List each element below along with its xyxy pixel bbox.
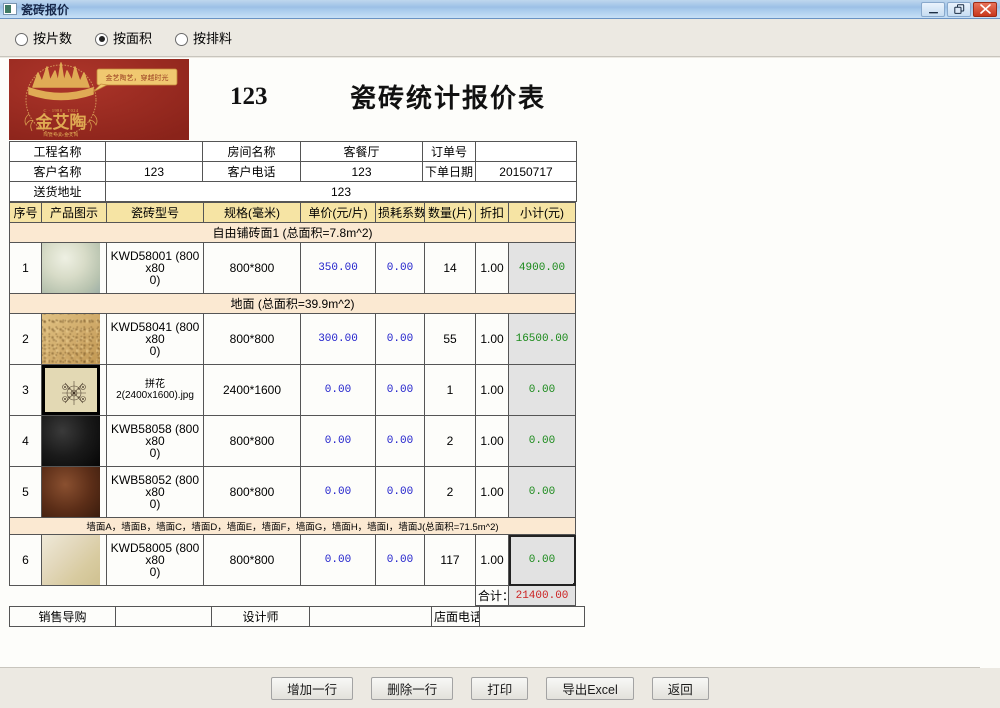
svg-text:金艾陶: 金艾陶 (35, 112, 87, 132)
svg-text:金艺陶艺，穿越时光: 金艺陶艺，穿越时光 (106, 73, 169, 82)
svg-text:陶瓷专卖 金艾陶: 陶瓷专卖 金艾陶 (43, 131, 78, 138)
